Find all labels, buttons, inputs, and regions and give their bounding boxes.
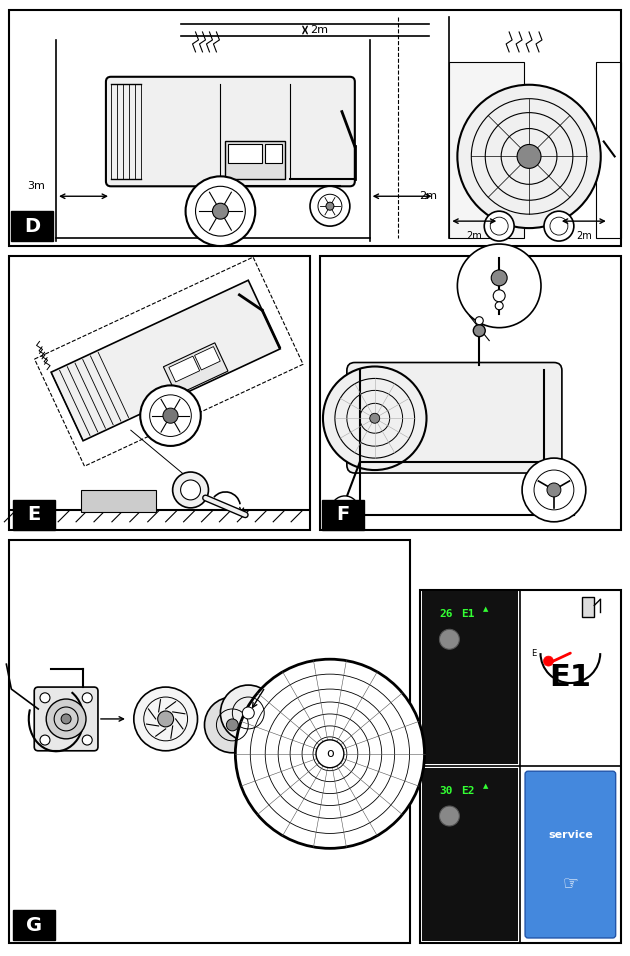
Circle shape: [61, 714, 71, 724]
Bar: [322, 500, 364, 530]
Circle shape: [195, 186, 245, 236]
Polygon shape: [163, 343, 228, 395]
Circle shape: [83, 693, 92, 703]
Polygon shape: [169, 357, 200, 382]
Bar: [320, 256, 621, 530]
Bar: [9, 11, 621, 246]
Bar: [9, 540, 410, 943]
Circle shape: [316, 740, 344, 768]
Bar: [449, 62, 524, 238]
Circle shape: [243, 707, 255, 719]
FancyBboxPatch shape: [347, 362, 562, 473]
Circle shape: [544, 656, 553, 666]
FancyBboxPatch shape: [106, 76, 355, 186]
Text: 2m: 2m: [576, 231, 592, 241]
Circle shape: [491, 270, 507, 286]
Bar: [265, 144, 282, 163]
Text: 26: 26: [440, 609, 453, 619]
FancyBboxPatch shape: [34, 687, 98, 750]
Circle shape: [370, 413, 380, 424]
Bar: [582, 598, 594, 618]
Bar: [11, 211, 53, 241]
Circle shape: [205, 697, 260, 752]
Text: E2: E2: [461, 786, 475, 796]
Text: 2m: 2m: [420, 191, 438, 202]
Circle shape: [318, 194, 342, 218]
Circle shape: [40, 735, 50, 745]
Polygon shape: [195, 347, 220, 370]
Circle shape: [181, 480, 200, 500]
Circle shape: [40, 693, 50, 703]
Circle shape: [163, 408, 178, 424]
Polygon shape: [51, 280, 280, 441]
Circle shape: [173, 472, 209, 508]
Bar: [229, 144, 262, 163]
Bar: [226, 141, 285, 180]
Circle shape: [158, 711, 174, 727]
Circle shape: [310, 186, 350, 227]
Text: F: F: [336, 506, 350, 524]
Bar: [9, 256, 310, 530]
Bar: [421, 592, 518, 764]
Text: 30: 30: [440, 786, 453, 796]
Circle shape: [544, 211, 574, 241]
Circle shape: [331, 496, 359, 524]
Circle shape: [186, 176, 255, 246]
Text: o: o: [326, 748, 334, 760]
Circle shape: [46, 699, 86, 739]
Text: E2: E2: [549, 840, 592, 869]
Bar: [596, 62, 621, 238]
Text: G: G: [26, 916, 42, 935]
Text: D: D: [24, 217, 40, 235]
Text: E1: E1: [549, 663, 592, 692]
Text: service: service: [548, 831, 593, 840]
Text: E1: E1: [461, 609, 475, 619]
Circle shape: [226, 719, 238, 731]
Text: 2m: 2m: [310, 25, 328, 35]
Text: E: E: [531, 648, 537, 658]
Circle shape: [457, 85, 601, 228]
Circle shape: [547, 483, 561, 497]
Bar: [421, 769, 518, 941]
Text: ☞: ☞: [563, 875, 578, 893]
Circle shape: [517, 144, 541, 168]
Circle shape: [140, 385, 201, 445]
Circle shape: [440, 806, 459, 826]
Circle shape: [323, 366, 427, 470]
Bar: [81, 489, 156, 511]
Circle shape: [440, 629, 459, 649]
Circle shape: [236, 660, 425, 848]
FancyBboxPatch shape: [525, 771, 616, 938]
Circle shape: [484, 211, 514, 241]
Text: ▲: ▲: [483, 783, 489, 789]
Circle shape: [212, 204, 229, 219]
Text: 3m: 3m: [27, 182, 45, 191]
Circle shape: [457, 244, 541, 328]
Circle shape: [473, 325, 485, 337]
Circle shape: [522, 458, 586, 522]
Circle shape: [220, 685, 276, 741]
Circle shape: [475, 316, 483, 325]
Circle shape: [326, 203, 334, 210]
Circle shape: [134, 687, 198, 750]
Text: E: E: [28, 506, 41, 524]
Bar: [420, 590, 621, 943]
Bar: [13, 500, 55, 530]
Circle shape: [493, 290, 505, 302]
Text: 2m: 2m: [466, 231, 482, 241]
Circle shape: [83, 735, 92, 745]
Text: ▲: ▲: [483, 606, 489, 613]
Circle shape: [495, 302, 503, 310]
Bar: [13, 910, 55, 940]
